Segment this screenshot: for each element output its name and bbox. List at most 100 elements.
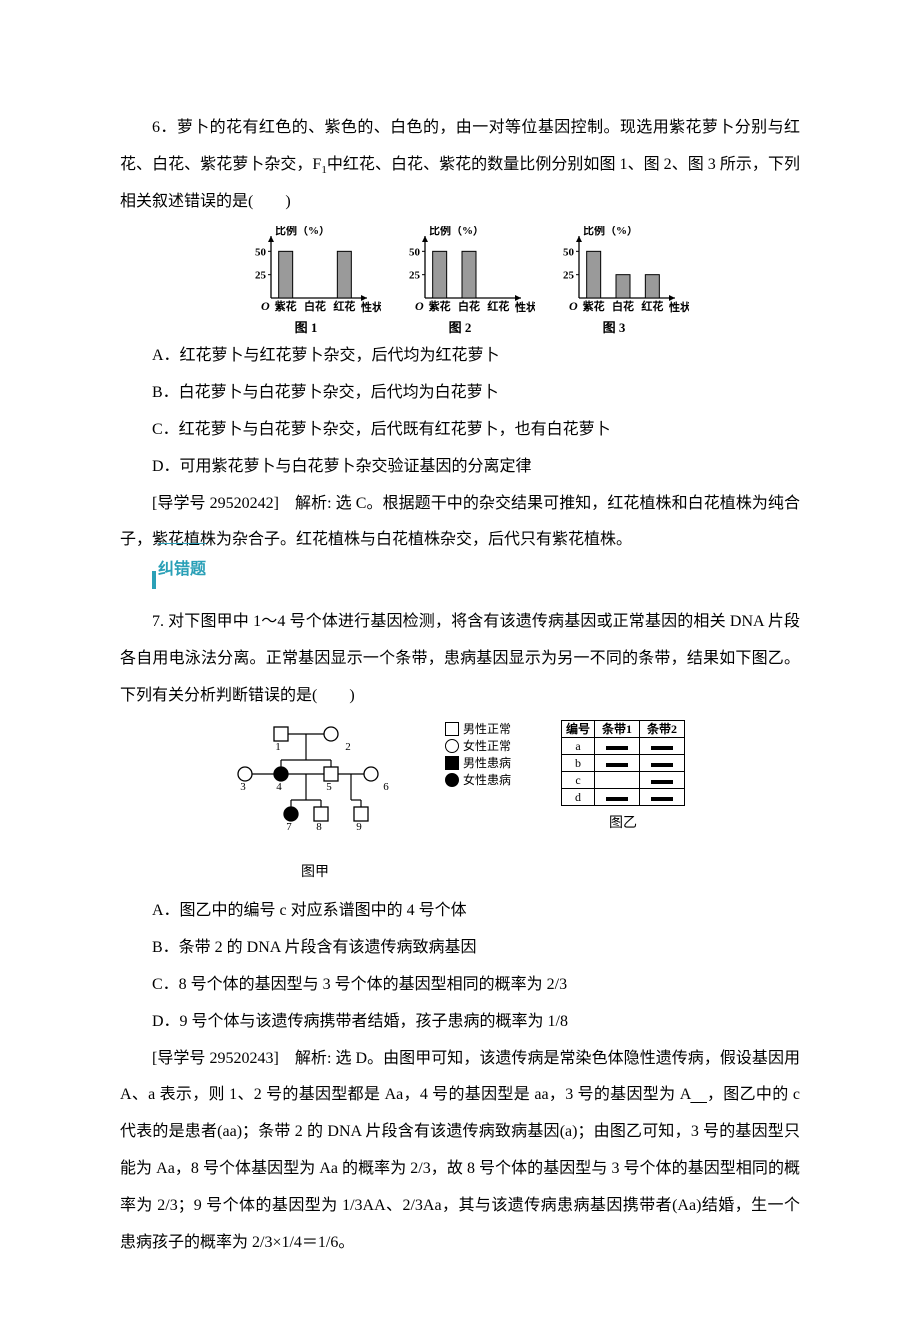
q7-pedigree: 1 2 3 4 5 6 7 8 9 bbox=[235, 720, 395, 855]
row-id: a bbox=[562, 738, 595, 755]
ci-fill-icon bbox=[445, 773, 459, 787]
svg-text:5: 5 bbox=[326, 781, 332, 793]
svg-text:紫花: 紫花 bbox=[275, 299, 297, 313]
q6-optB: B．白花萝卜与白花萝卜杂交，后代均为白花萝卜 bbox=[120, 375, 800, 412]
q6-chart-1: 25 50 比例（%） 性状 O 紫花白花红花图 1 bbox=[231, 226, 381, 336]
svg-text:红花: 红花 bbox=[333, 299, 355, 313]
q7-explain-blank bbox=[690, 1086, 707, 1103]
band-cell bbox=[640, 738, 685, 755]
q7-optA: A．图乙中的编号 c 对应系谱图中的 4 号个体 bbox=[120, 893, 800, 930]
svg-text:O: O bbox=[569, 299, 578, 313]
legend-row: 男性正常 bbox=[445, 720, 511, 737]
svg-text:9: 9 bbox=[356, 821, 362, 833]
svg-text:25: 25 bbox=[409, 270, 421, 282]
svg-text:白花: 白花 bbox=[458, 299, 480, 313]
svg-text:白花: 白花 bbox=[612, 299, 634, 313]
svg-text:图 2: 图 2 bbox=[449, 320, 472, 335]
svg-text:2: 2 bbox=[345, 741, 351, 753]
svg-text:50: 50 bbox=[255, 247, 267, 259]
band-cell bbox=[640, 789, 685, 806]
q7-table-caption: 图乙 bbox=[561, 808, 685, 840]
svg-text:比例（%）: 比例（%） bbox=[429, 226, 484, 237]
legend-row: 女性正常 bbox=[445, 737, 511, 754]
band-mark-icon bbox=[651, 797, 673, 801]
section-tag: 纠错题 bbox=[152, 563, 206, 589]
band-cell bbox=[595, 755, 640, 772]
q7-explain-lead: [导学号 29520243] 解析: bbox=[152, 1050, 335, 1067]
ci-open-icon bbox=[445, 739, 459, 753]
sq-open-icon bbox=[445, 722, 459, 736]
band-table: 编号条带1条带2 abcd bbox=[561, 720, 685, 806]
row-id: c bbox=[562, 772, 595, 789]
svg-text:50: 50 bbox=[563, 247, 575, 259]
svg-text:红花: 红花 bbox=[487, 299, 509, 313]
svg-text:6: 6 bbox=[383, 781, 389, 793]
band-cell bbox=[640, 772, 685, 789]
svg-text:红花: 红花 bbox=[641, 299, 663, 313]
svg-text:紫花: 紫花 bbox=[583, 299, 605, 313]
svg-text:4: 4 bbox=[276, 781, 282, 793]
svg-text:性状: 性状 bbox=[669, 300, 689, 314]
band-cell bbox=[595, 738, 640, 755]
legend-label: 女性患病 bbox=[463, 772, 511, 788]
svg-text:O: O bbox=[415, 299, 424, 313]
q6-optC: C．红花萝卜与白花萝卜杂交，后代既有红花萝卜，也有白花萝卜 bbox=[120, 412, 800, 449]
q7-stem: 7. 对下图甲中 1～4 号个体进行基因检测，将含有该遗传病基因或正常基因的相关… bbox=[120, 604, 800, 714]
q7-legend: 男性正常女性正常男性患病女性患病 bbox=[445, 720, 511, 788]
q7-figures: 123456789 图甲 男性正常女性正常男性患病女性患病 编号条带1条带2ab… bbox=[120, 720, 800, 889]
table-header: 条带1 bbox=[595, 721, 640, 738]
svg-text:3: 3 bbox=[240, 781, 246, 793]
band-mark-icon bbox=[606, 746, 628, 750]
svg-text:50: 50 bbox=[409, 247, 421, 259]
legend-row: 男性患病 bbox=[445, 754, 511, 771]
q7-optC: C．8 号个体的基因型与 3 号个体的基因型相同的概率为 2/3 bbox=[120, 967, 800, 1004]
q7-table: 编号条带1条带2 abcd bbox=[561, 720, 685, 806]
band-mark-icon bbox=[651, 780, 673, 784]
svg-text:7: 7 bbox=[286, 821, 292, 833]
tag-label: 纠错题 bbox=[158, 561, 206, 578]
svg-text:图 3: 图 3 bbox=[603, 320, 626, 335]
svg-text:比例（%）: 比例（%） bbox=[275, 226, 330, 237]
row-id: d bbox=[562, 789, 595, 806]
table-header: 条带2 bbox=[640, 721, 685, 738]
q7-explain-2: ，图乙中的 c 代表的是患者(aa)；条带 2 的 DNA 片段含有该遗传病致病… bbox=[120, 1086, 800, 1250]
table-row: a bbox=[562, 738, 685, 755]
table-row: c bbox=[562, 772, 685, 789]
q7-optD: D．9 号个体与该遗传病携带者结婚，孩子患病的概率为 1/8 bbox=[120, 1004, 800, 1041]
band-mark-icon bbox=[606, 763, 628, 767]
legend-label: 男性正常 bbox=[463, 721, 511, 737]
q6-chart-3: 2550比例（%）性状O紫花白花红花图 3 bbox=[539, 226, 689, 336]
row-id: b bbox=[562, 755, 595, 772]
q7-optB: B．条带 2 的 DNA 片段含有该遗传病致病基因 bbox=[120, 930, 800, 967]
sq-fill-icon bbox=[445, 756, 459, 770]
legend-label: 女性正常 bbox=[463, 738, 511, 754]
table-header: 编号 bbox=[562, 721, 595, 738]
q6-optA: A．红花萝卜与红花萝卜杂交，后代均为红花萝卜 bbox=[120, 338, 800, 375]
q6-explain-lead: [导学号 29520242] 解析: bbox=[152, 495, 336, 512]
q6-optD: D．可用紫花萝卜与白花萝卜杂交验证基因的分离定律 bbox=[120, 449, 800, 486]
q6-chart-2: 25 50 比例（%） 性状 O 紫花白花红花图 2 bbox=[385, 226, 535, 336]
legend-row: 女性患病 bbox=[445, 771, 511, 788]
q7-pedigree-wrap: 123456789 图甲 bbox=[235, 720, 395, 889]
q6-explain: [导学号 29520242] 解析: 选 C。根据题干中的杂交结果可推知，红花植… bbox=[120, 486, 800, 560]
band-mark-icon bbox=[651, 763, 673, 767]
band-cell bbox=[640, 755, 685, 772]
band-mark-icon bbox=[606, 797, 628, 801]
table-row: b bbox=[562, 755, 685, 772]
svg-text:紫花: 紫花 bbox=[429, 299, 451, 313]
svg-text:性状: 性状 bbox=[361, 300, 381, 314]
tag-bar-icon bbox=[152, 571, 156, 589]
band-cell bbox=[595, 772, 640, 789]
svg-text:1: 1 bbox=[275, 741, 281, 753]
svg-text:25: 25 bbox=[563, 270, 575, 282]
q6-stem: 6．萝卜的花有红色的、紫色的、白色的，由一对等位基因控制。现选用紫花萝卜分别与红… bbox=[120, 110, 800, 220]
svg-text:白花: 白花 bbox=[304, 299, 326, 313]
svg-text:O: O bbox=[261, 299, 270, 313]
tag-overline-icon bbox=[158, 543, 206, 546]
svg-text:25: 25 bbox=[255, 270, 267, 282]
svg-text:性状: 性状 bbox=[515, 300, 535, 314]
q7-table-wrap: 编号条带1条带2 abcd 图乙 bbox=[561, 720, 685, 840]
svg-text:图 1: 图 1 bbox=[295, 320, 318, 335]
svg-text:8: 8 bbox=[316, 821, 322, 833]
table-row: d bbox=[562, 789, 685, 806]
